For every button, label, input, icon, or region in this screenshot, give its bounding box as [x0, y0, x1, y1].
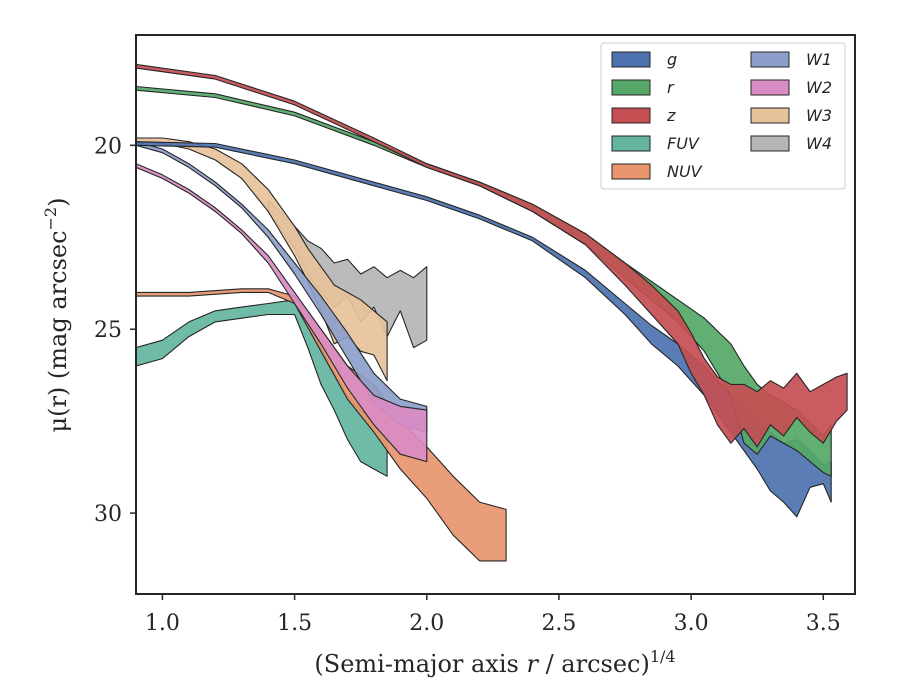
series-band-g	[136, 141, 832, 518]
x-axis-label-text: (Semi-major axis r / arcsec)	[314, 650, 649, 678]
legend-item-g: g	[611, 50, 677, 69]
x-axis-label-var: r	[526, 650, 539, 678]
legend-swatch	[611, 135, 651, 152]
legend-label: W3	[806, 106, 832, 125]
series-layer	[136, 63, 848, 562]
ticks-layer: 1.0 1.5 2.0 2.5 3.0 3.5 20 25 30	[94, 134, 841, 636]
y-tick-label: 20	[94, 134, 122, 159]
legend-item-w3: W3	[750, 106, 832, 125]
legend-swatch	[611, 51, 651, 68]
x-tick-label: 3.0	[674, 611, 709, 636]
x-tick-label: 3.5	[806, 611, 841, 636]
x-axis-label-part: / arcsec)	[538, 650, 650, 678]
x-tick-label: 2.0	[409, 611, 444, 636]
legend: grz FUV NUV W1 W2 W3 W4	[600, 42, 846, 190]
legend-label: W1	[806, 50, 832, 69]
plot-frame	[135, 34, 856, 595]
series-band-z	[136, 63, 848, 448]
legend-label: FUV	[667, 134, 700, 153]
x-tick-label: 1.0	[145, 611, 180, 636]
y-axis-label-close: )	[44, 198, 72, 207]
legend-label: z	[666, 106, 676, 125]
legend-item-z: z	[611, 106, 676, 125]
legend-item-w4: W4	[750, 134, 832, 153]
legend-swatch	[611, 107, 651, 124]
series-band-w2	[136, 163, 428, 463]
x-axis-label-sup: 1/4	[650, 647, 676, 666]
legend-item-w2: W2	[750, 78, 832, 97]
series-band-fuv	[136, 299, 388, 477]
y-tick-label: 30	[94, 502, 122, 527]
legend-label: r	[667, 78, 675, 97]
legend-label: W2	[806, 78, 832, 97]
legend-swatch	[750, 135, 790, 152]
legend-item-nuv: NUV	[611, 162, 703, 181]
x-axis-label: (Semi-major axis r / arcsec)1/4	[314, 647, 675, 678]
legend-item-fuv: FUV	[611, 134, 700, 153]
legend-label: NUV	[667, 162, 703, 181]
y-axis-label: μ(r) (mag arcsec−2)	[41, 198, 72, 433]
y-axis-label-sup: −2	[41, 207, 60, 231]
legend-label: g	[667, 50, 677, 69]
legend-swatch	[750, 51, 790, 68]
legend-item-w1: W1	[750, 50, 832, 69]
series-band-w3	[136, 137, 388, 382]
legend-swatch	[611, 79, 651, 96]
x-tick-label: 1.5	[277, 611, 312, 636]
legend-item-r: r	[611, 78, 675, 97]
legend-swatch	[611, 163, 651, 180]
x-axis-label-part: (Semi-major axis	[314, 650, 526, 678]
y-axis-label-text: μ(r) (mag arcsec	[44, 230, 72, 432]
legend-swatch	[750, 79, 790, 96]
y-tick-label: 25	[94, 318, 122, 343]
x-tick-label: 2.5	[541, 611, 576, 636]
legend-swatch	[750, 107, 790, 124]
legend-label: W4	[806, 134, 832, 153]
